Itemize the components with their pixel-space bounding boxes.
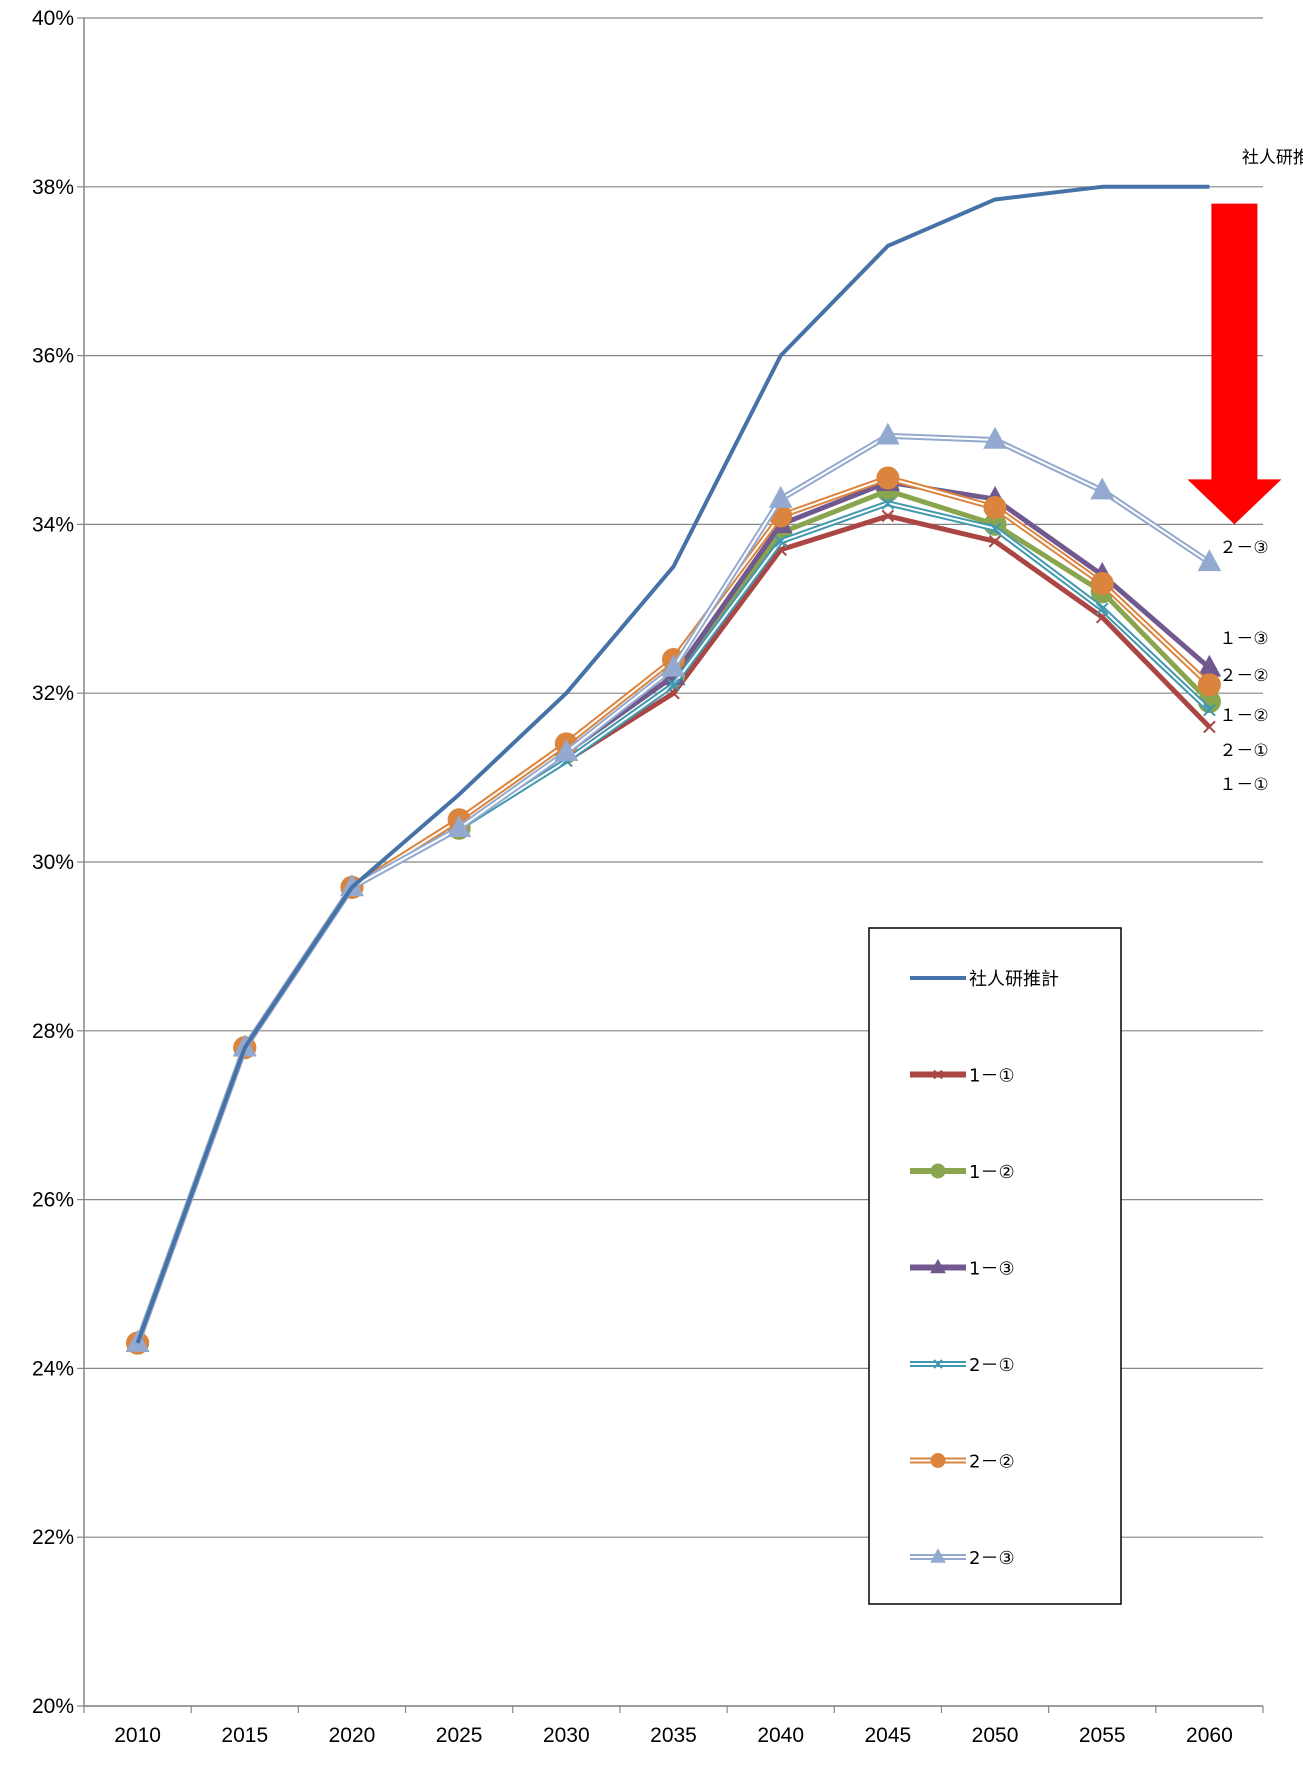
legend-item-1-marker (933, 1069, 943, 1080)
x-tick-label: 2060 (1186, 1724, 1233, 1747)
legend-item-2-label: 2－① (969, 1355, 1015, 1376)
legend-item-2-label: 2－③ (969, 1548, 1015, 1569)
y-tick-label: 34% (32, 513, 74, 536)
series-2-marker (988, 522, 1002, 535)
series-2-marker (554, 739, 579, 762)
legend: 社人研推計 1－① 1－② 1－③ 2－① 2－② 2－③ (868, 927, 1122, 1605)
end-label-社人研推計: 社人研推計 (1242, 148, 1303, 168)
series-2-marker (876, 466, 900, 490)
y-tick-label: 26% (32, 1189, 74, 1212)
end-label-1: １－① (1219, 775, 1268, 795)
y-tick-label: 40% (32, 7, 74, 30)
y-tick-label: 30% (32, 851, 74, 874)
legend-item-社人研推計: 社人研推計 (910, 969, 1059, 990)
series-社人研推計-line (135, 184, 1210, 1344)
series-1-marker (881, 509, 895, 523)
series-2-marker (1090, 477, 1115, 500)
x-tick-label: 2025 (436, 1724, 483, 1747)
series-2-marker (983, 426, 1007, 449)
legend-item-1-label: 1－② (969, 1162, 1015, 1183)
y-tick-label: 24% (32, 1357, 74, 1380)
legend-item-1-marker (930, 1163, 946, 1179)
series-2-marker (768, 485, 793, 508)
y-tick-label: 38% (32, 176, 74, 199)
series-2-marker (983, 496, 1007, 520)
series-2-marker (1090, 571, 1114, 595)
series-2-marker (667, 678, 680, 692)
series-2-marker (1095, 602, 1109, 616)
x-tick-labels: 2010 2015 2020 2025 2030 2035 2040 2045 2050 2055… (114, 1724, 1233, 1747)
legend-item-1-marker (930, 1258, 946, 1274)
x-tick-label: 2050 (972, 1724, 1019, 1747)
series-2-marker (881, 496, 895, 510)
end-labels: 社人研推計 ２－③ １－③ ２－② １－② ２－① １－① (1219, 148, 1303, 795)
legend-item-2: 2－① (910, 1355, 1015, 1376)
x-tick-label: 2040 (757, 1724, 804, 1747)
y-tick-label: 36% (32, 345, 74, 368)
x-tick-label: 2035 (650, 1724, 697, 1747)
axes (77, 17, 1264, 1713)
x-tick-label: 2030 (543, 1724, 590, 1747)
series-2-marker (1197, 549, 1222, 572)
end-label-1: １－② (1219, 706, 1268, 726)
series-2-marker (447, 815, 471, 837)
end-label-2: ２－③ (1219, 538, 1268, 558)
x-tick-label: 2015 (221, 1724, 268, 1747)
legend-item-2: 2－③ (910, 1548, 1015, 1569)
series-2-marker (774, 534, 787, 548)
legend-item-2-label: 2－② (969, 1452, 1015, 1473)
legend-item-2-marker (933, 1359, 943, 1369)
legend-item-1-label: 1－③ (969, 1259, 1015, 1280)
x-tick-label: 2055 (1079, 1724, 1126, 1747)
x-tick-label: 2045 (865, 1724, 912, 1747)
end-label-2: ２－② (1219, 666, 1268, 686)
legend-item-1: 1－② (910, 1162, 1015, 1183)
x-tick-label: 2020 (329, 1724, 376, 1747)
legend-item-2-marker (930, 1453, 946, 1468)
series-2-marker (1197, 673, 1221, 697)
legend-item-1: 1－① (910, 1066, 1015, 1087)
x-tick-label: 2010 (114, 1724, 161, 1747)
legend-item-社人研推計-label: 社人研推計 (969, 969, 1059, 990)
series-2-marker (1203, 703, 1216, 717)
gridlines (84, 17, 1263, 1707)
series-1-marker (1203, 720, 1216, 734)
series-1-marker (988, 534, 1002, 548)
y-tick-label: 20% (32, 1695, 74, 1718)
red-arrow (1187, 203, 1282, 525)
legend-item-1: 1－③ (910, 1259, 1015, 1280)
arrow-layer (1187, 203, 1282, 525)
legend-item-1-label: 1－① (969, 1066, 1015, 1087)
series-layer (125, 184, 1222, 1355)
series-社人研推計 (135, 184, 1210, 1344)
series-2-marker (876, 422, 900, 445)
y-tick-labels: 20% 22% 24% 26% 28% 30% 32% 34% 36% 38% 40% (32, 7, 74, 1718)
end-label-1: １－③ (1219, 629, 1268, 649)
legend-item-2: 2－② (910, 1452, 1015, 1473)
end-label-2: ２－① (1219, 741, 1268, 761)
y-tick-label: 32% (32, 682, 74, 705)
y-tick-label: 28% (32, 1020, 74, 1043)
legend-item-2-marker (930, 1548, 946, 1563)
series-2-marker (661, 654, 686, 677)
y-tick-label: 22% (32, 1526, 74, 1549)
